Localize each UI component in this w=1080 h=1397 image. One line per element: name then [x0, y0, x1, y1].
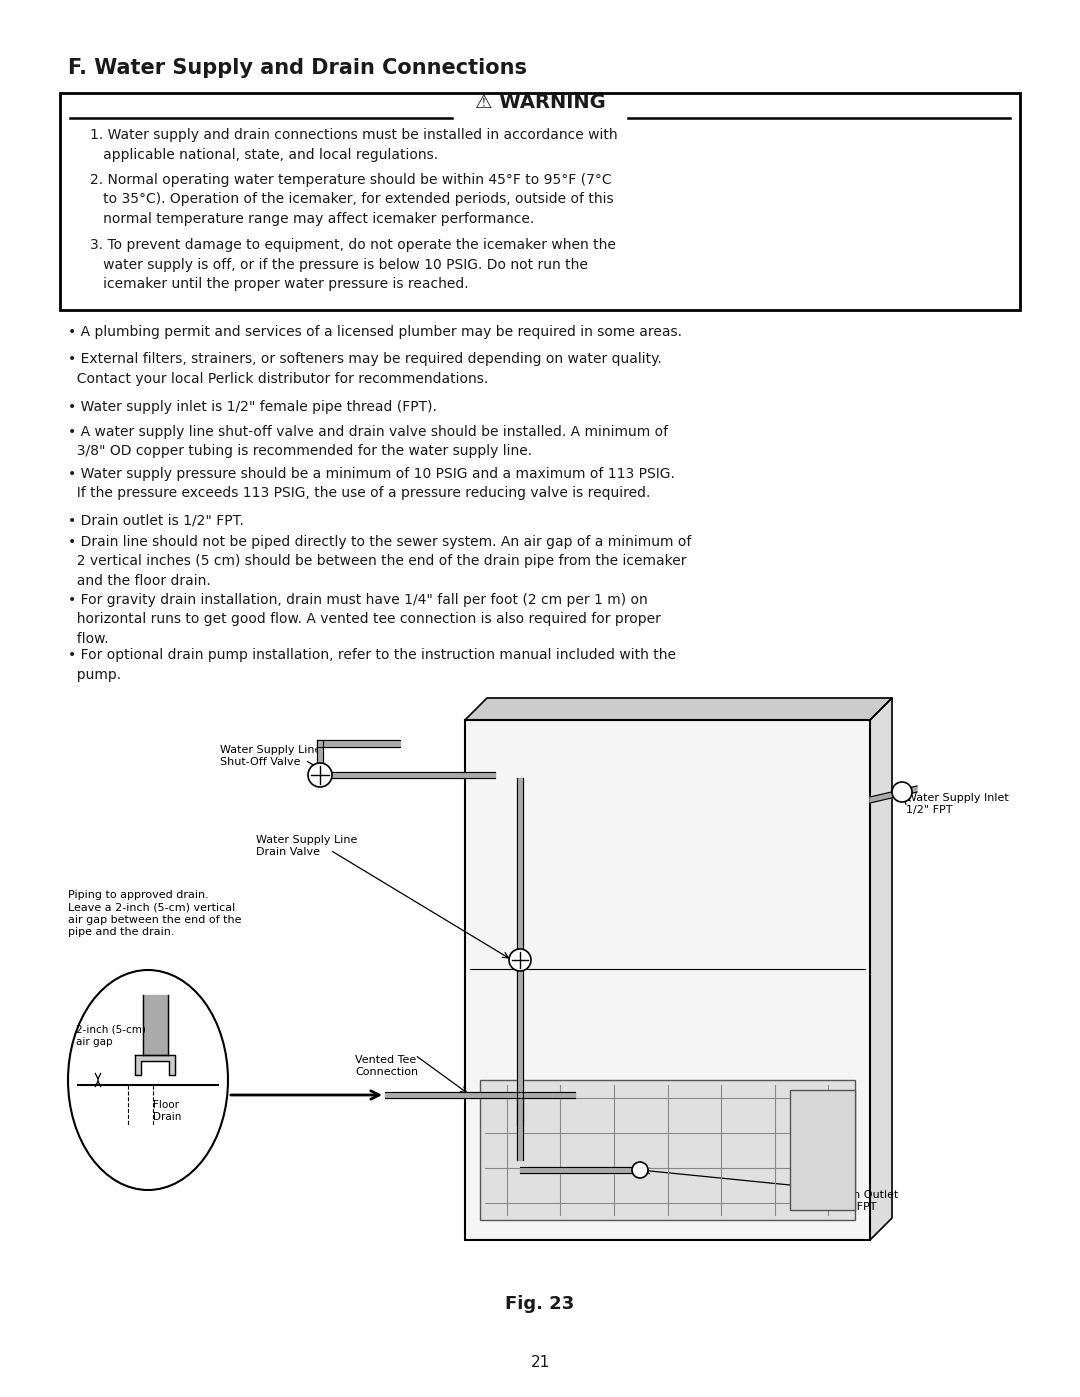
Text: • A plumbing permit and services of a licensed plumber may be required in some a: • A plumbing permit and services of a li…	[68, 326, 681, 339]
Text: 1. Water supply and drain connections must be installed in accordance with
   ap: 1. Water supply and drain connections mu…	[90, 129, 618, 162]
Text: ⚠ WARNING: ⚠ WARNING	[474, 94, 606, 112]
Circle shape	[509, 949, 531, 971]
Text: • For gravity drain installation, drain must have 1/4" fall per foot (2 cm per 1: • For gravity drain installation, drain …	[68, 592, 661, 645]
Text: F. Water Supply and Drain Connections: F. Water Supply and Drain Connections	[68, 59, 527, 78]
Bar	[789, 1090, 855, 1210]
Polygon shape	[870, 698, 892, 1241]
Text: Drain Outlet
1/2" FPT: Drain Outlet 1/2" FPT	[831, 1190, 899, 1213]
Text: Piping to approved drain.
Leave a 2-inch (5-cm) vertical
air gap between the end: Piping to approved drain. Leave a 2-inch…	[68, 890, 242, 937]
Text: Vented Tee
Connection: Vented Tee Connection	[355, 1055, 418, 1077]
Text: • Drain line should not be piped directly to the sewer system. An air gap of a m: • Drain line should not be piped directl…	[68, 535, 691, 588]
Bar	[60, 94, 1020, 310]
Text: 2. Normal operating water temperature should be within 45°F to 95°F (7°C
   to 3: 2. Normal operating water temperature sh…	[90, 173, 613, 226]
Polygon shape	[465, 698, 892, 719]
Bar	[480, 1080, 855, 1220]
Polygon shape	[517, 1098, 523, 1160]
Polygon shape	[384, 1092, 465, 1098]
Polygon shape	[870, 787, 917, 803]
Polygon shape	[465, 1092, 575, 1098]
Polygon shape	[519, 1166, 640, 1173]
Polygon shape	[320, 773, 495, 778]
Ellipse shape	[68, 970, 228, 1190]
Bar	[465, 719, 870, 1241]
Polygon shape	[318, 740, 400, 747]
Text: 3. To prevent damage to equipment, do not operate the icemaker when the
   water: 3. To prevent damage to equipment, do no…	[90, 237, 616, 291]
Polygon shape	[318, 740, 323, 778]
Text: • For optional drain pump installation, refer to the instruction manual included: • For optional drain pump installation, …	[68, 648, 676, 682]
Circle shape	[632, 1162, 648, 1178]
Text: • Water supply pressure should be a minimum of 10 PSIG and a maximum of 113 PSIG: • Water supply pressure should be a mini…	[68, 467, 675, 500]
Text: 2-inch (5-cm)
air gap: 2-inch (5-cm) air gap	[76, 1025, 146, 1046]
Polygon shape	[135, 1055, 175, 1076]
Circle shape	[892, 782, 912, 802]
Text: Water Supply Line
Shut-Off Valve: Water Supply Line Shut-Off Valve	[220, 745, 322, 767]
Text: • External filters, strainers, or softeners may be required depending on water q: • External filters, strainers, or soften…	[68, 352, 662, 386]
Text: Floor
Drain: Floor Drain	[153, 1099, 181, 1122]
Text: Water Supply Line
Drain Valve: Water Supply Line Drain Valve	[256, 835, 357, 858]
Polygon shape	[517, 778, 523, 1125]
Text: Fig. 23: Fig. 23	[505, 1295, 575, 1313]
Polygon shape	[143, 995, 168, 1055]
Text: • A water supply line shut-off valve and drain valve should be installed. A mini: • A water supply line shut-off valve and…	[68, 425, 669, 458]
Text: 21: 21	[530, 1355, 550, 1370]
Text: • Drain outlet is 1/2" FPT.: • Drain outlet is 1/2" FPT.	[68, 513, 244, 527]
Text: Water Supply Inlet
1/2" FPT: Water Supply Inlet 1/2" FPT	[906, 793, 1009, 816]
Circle shape	[308, 763, 332, 787]
Text: • Water supply inlet is 1/2" female pipe thread (FPT).: • Water supply inlet is 1/2" female pipe…	[68, 400, 437, 414]
